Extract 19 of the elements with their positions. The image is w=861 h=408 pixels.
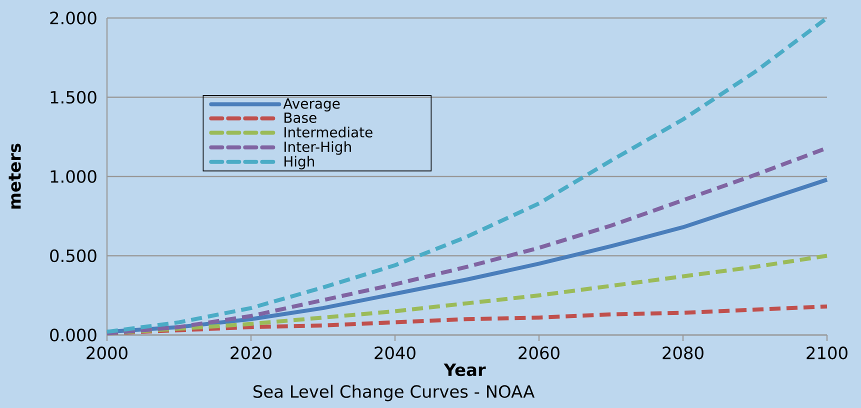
y-tick-label: 0.000 xyxy=(50,328,96,342)
y-tick-label: 0.500 xyxy=(50,249,96,262)
legend-label: Intermediate xyxy=(284,126,372,138)
y-tick-label: 1.500 xyxy=(50,90,96,104)
text: Sea Level Change Curves - NOAA xyxy=(254,384,535,402)
x-axis-title: Year xyxy=(444,364,486,376)
x-tick-label: 2060 xyxy=(518,346,560,360)
x-tick-label: 2040 xyxy=(374,346,416,360)
legend-label: High xyxy=(284,156,314,170)
x-tick-label: 2020 xyxy=(230,346,272,360)
y-tick-label: 1.000 xyxy=(50,170,96,183)
legend-label: Inter-High xyxy=(284,141,351,155)
x-tick-label: 2080 xyxy=(662,346,704,360)
legend-label: Average xyxy=(283,98,340,112)
x-tick-label: 2100 xyxy=(806,346,848,360)
y-tick-label: 2.000 xyxy=(50,12,96,24)
y-axis-title: meters xyxy=(8,144,21,209)
legend-label: Base xyxy=(284,112,316,123)
x-tick-label: 2000 xyxy=(86,346,128,360)
